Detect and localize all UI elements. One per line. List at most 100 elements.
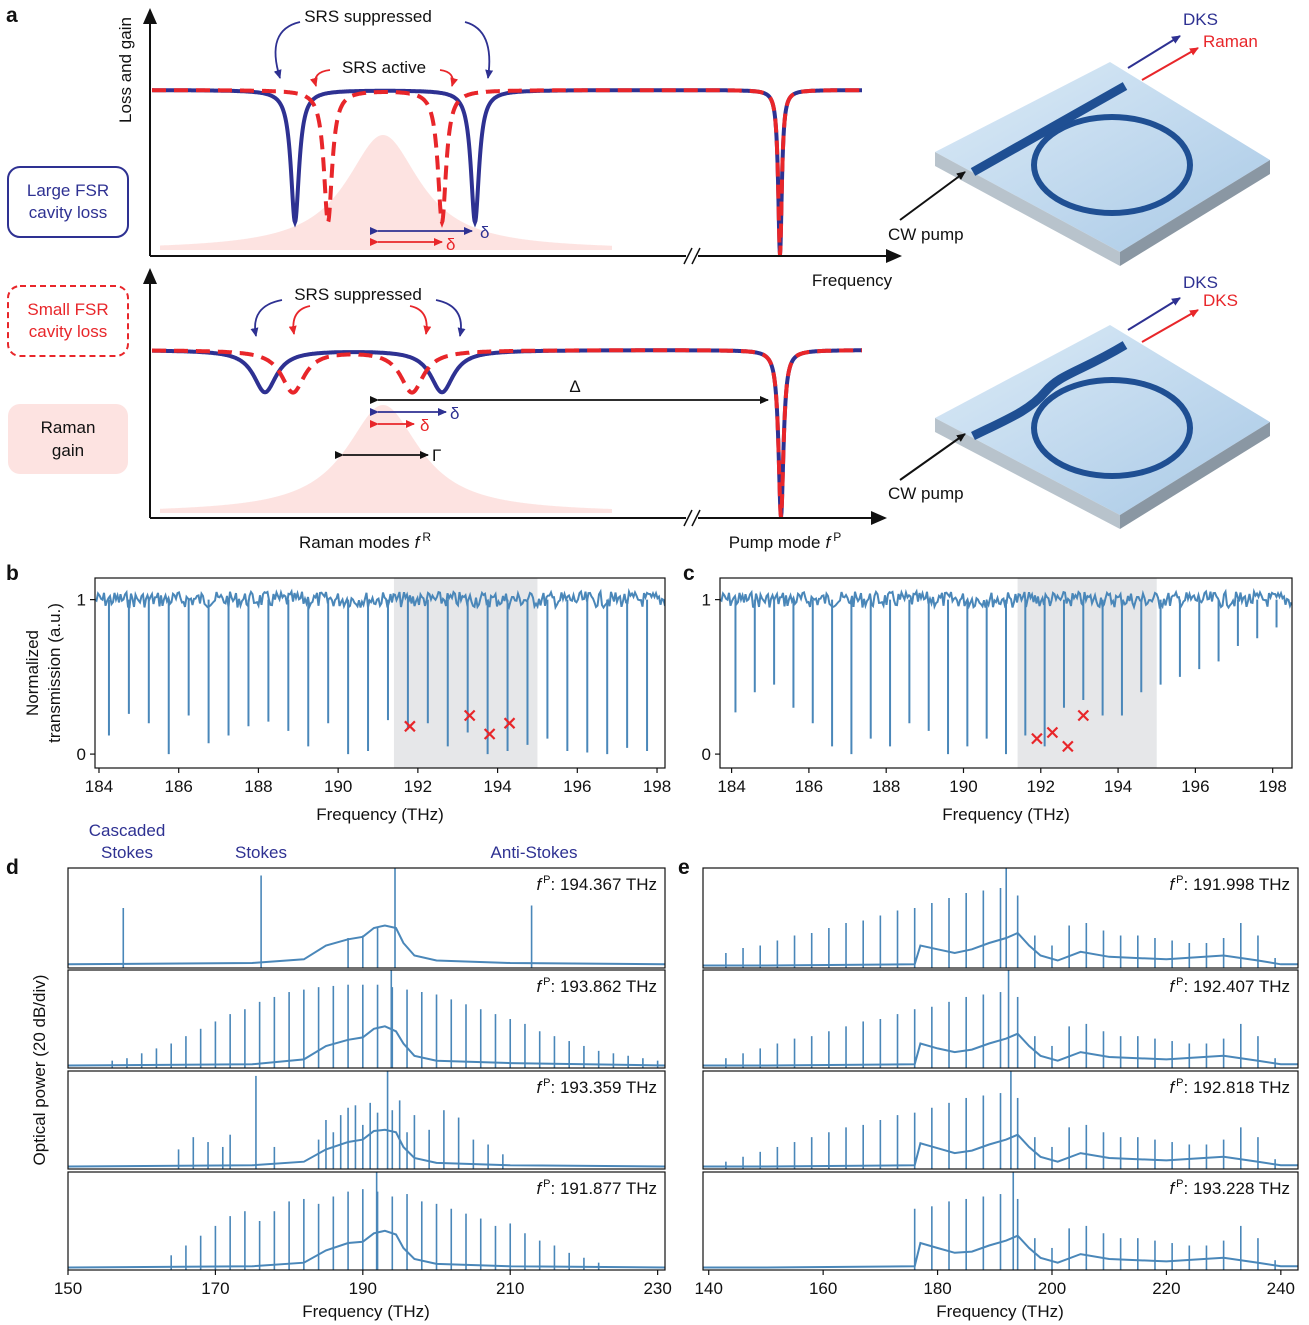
axis-label: Loss and gain — [116, 17, 135, 123]
noise-band — [95, 587, 665, 611]
legend-box — [7, 285, 129, 357]
y-axis-label: transmission (a.u.) — [45, 603, 64, 743]
chart: f P: 191.998 THz — [702, 867, 1299, 969]
noise-floor — [68, 1128, 665, 1168]
annotation: δ — [420, 416, 429, 435]
frame — [94, 577, 666, 769]
annotation-sup: P — [543, 1178, 550, 1190]
annotation-sup: P — [1176, 1077, 1183, 1089]
legend-text: gain — [52, 441, 84, 460]
marker — [1046, 726, 1059, 739]
input-label: CW pump — [888, 484, 964, 503]
plot-area — [68, 970, 665, 1068]
annotation: f P: 192.407 THz — [1169, 976, 1290, 996]
legend-box — [8, 404, 128, 474]
legend-text: cavity loss — [29, 322, 107, 341]
annotation: f P: 193.359 THz — [536, 1077, 657, 1097]
annotation-symbol: f — [1169, 1078, 1176, 1097]
arrow — [409, 305, 432, 335]
arrow — [309, 69, 331, 87]
arrow — [1141, 309, 1199, 343]
annotation: Δ — [569, 377, 580, 396]
schematic: Loss and gain Frequency SRS suppressed S… — [7, 7, 1270, 552]
arrow — [250, 299, 283, 337]
x-tick-label: 160 — [809, 1279, 837, 1298]
chart: 184 186 188 190 192 194 196 198 0 1 Frequency (THz… — [702, 577, 1293, 824]
device-slab — [935, 152, 1120, 266]
device-slab — [935, 418, 1120, 529]
x-tick-label: 192 — [1027, 777, 1055, 796]
x-axis-label: Frequency (THz) — [302, 1302, 430, 1321]
annotation-text: : 192.407 THz — [1184, 977, 1290, 996]
device-slab — [1120, 422, 1270, 529]
annotation-sup: P — [1176, 1178, 1183, 1190]
x-tick-label: 230 — [643, 1279, 671, 1298]
axis-break — [683, 247, 701, 265]
plot-area — [703, 868, 1298, 968]
noise-floor — [68, 924, 665, 966]
output-label: DKS — [1203, 291, 1238, 310]
x-axis-label: Frequency (THz) — [942, 805, 1070, 824]
frame — [719, 577, 1293, 769]
annotation-symbol: f — [1169, 977, 1176, 996]
legend-text: cavity loss — [29, 203, 107, 222]
x-tick-label: 196 — [1181, 777, 1209, 796]
marker — [503, 717, 516, 729]
line-label: Stokes — [235, 843, 287, 862]
ring — [1031, 114, 1193, 216]
x-tick-label: 186 — [165, 777, 193, 796]
annotation: δ — [450, 404, 459, 423]
plot-area — [720, 578, 1292, 768]
panel-label: d — [6, 856, 19, 879]
x-tick-label: 188 — [872, 777, 900, 796]
annotation-sup: P — [1176, 976, 1183, 988]
plot-area — [68, 868, 665, 968]
annotation-symbol: f — [1169, 1179, 1176, 1198]
waveguide — [971, 341, 1128, 441]
annotation: f P: 193.862 THz — [536, 976, 657, 996]
annotation: SRS active — [342, 58, 426, 77]
arrow — [1127, 35, 1181, 69]
annotation-text: : 191.998 THz — [1184, 875, 1290, 894]
x-tick-label: 184 — [85, 777, 113, 796]
x-tick-label: 180 — [923, 1279, 951, 1298]
legend-text: Large FSR — [27, 181, 109, 200]
annotation-sup: P — [543, 1077, 550, 1089]
frame — [702, 1171, 1299, 1271]
y-tick-label: 0 — [77, 745, 86, 764]
annotation: f P: 194.367 THz — [536, 874, 657, 894]
plot-area — [68, 1172, 665, 1270]
plot-area — [703, 1071, 1298, 1169]
plot-area — [68, 1071, 665, 1169]
chart: f P: 193.862 THz — [67, 969, 666, 1069]
annotation-symbol: f — [536, 1179, 543, 1198]
small-fsr-curve — [152, 88, 863, 256]
arrow — [1141, 47, 1199, 81]
arrow — [464, 21, 494, 79]
marker — [1031, 732, 1043, 745]
chart: f P: 194.367 THz — [67, 867, 666, 969]
axis-break — [686, 248, 698, 264]
noise-floor — [68, 1229, 665, 1269]
annotation-symbol: f — [536, 875, 543, 894]
plot-area — [703, 1172, 1298, 1270]
annotation-text: : 192.818 THz — [1184, 1078, 1290, 1097]
chart: f P: 192.407 THz — [702, 969, 1299, 1069]
x-tick-label: 194 — [483, 777, 511, 796]
annotation-sup: P — [1176, 874, 1183, 886]
annotation-text: : 193.228 THz — [1184, 1179, 1290, 1198]
y-tick-label: 1 — [77, 591, 86, 610]
noise-floor — [703, 1133, 1298, 1168]
x-tick-label: 198 — [643, 777, 671, 796]
annotation: SRS suppressed — [294, 285, 422, 304]
x-tick-label: 186 — [795, 777, 823, 796]
annotation-text: : 194.367 THz — [551, 875, 657, 894]
x-tick-label: 190 — [349, 1279, 377, 1298]
noise-floor — [68, 1025, 665, 1067]
annotation-sup: P — [543, 874, 550, 886]
annotation-text: : 193.862 THz — [551, 977, 657, 996]
frame — [67, 867, 666, 969]
axis-break — [683, 509, 701, 527]
panel-label: b — [6, 562, 19, 585]
